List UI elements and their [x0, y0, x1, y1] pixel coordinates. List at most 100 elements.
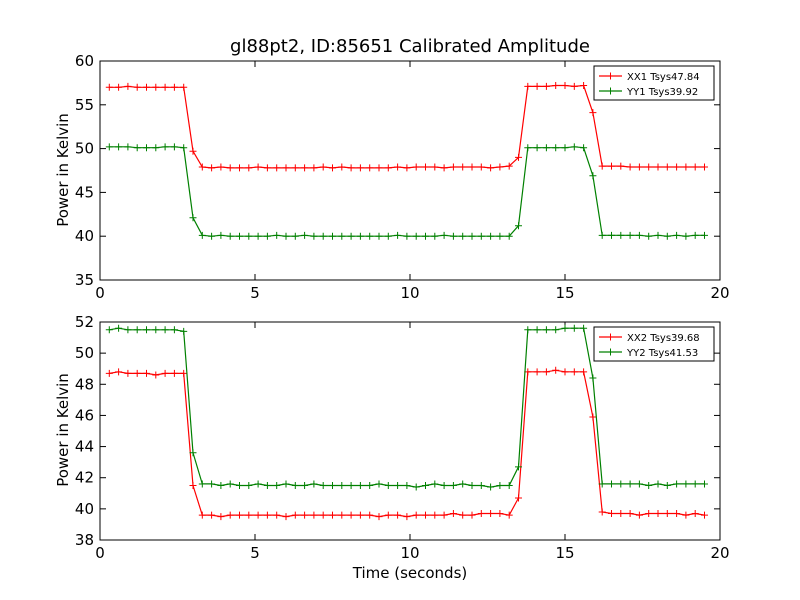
data-point: [654, 231, 662, 239]
y-tick-label: 52: [75, 313, 94, 331]
data-point: [542, 82, 550, 90]
data-point: [301, 511, 309, 519]
data-point: [533, 144, 541, 152]
data-point: [180, 327, 188, 335]
data-point: [152, 83, 160, 91]
data-point: [254, 163, 262, 171]
legend-label: XX2 Tsys39.68: [627, 333, 700, 344]
data-point: [449, 482, 457, 489]
data-point: [580, 368, 588, 376]
data-point: [366, 511, 374, 519]
legend-marker: [607, 333, 614, 341]
data-point: [366, 164, 374, 172]
data-point: [403, 482, 411, 489]
x-tick-label: 20: [710, 284, 729, 302]
data-point: [338, 511, 346, 519]
data-point: [505, 232, 513, 240]
data-point: [673, 510, 681, 518]
data-point: [440, 482, 448, 489]
data-point: [412, 483, 420, 491]
data-point: [691, 163, 699, 171]
data-point: [552, 82, 560, 90]
data-point: [608, 162, 615, 170]
data-point: [477, 163, 485, 171]
data-point: [208, 511, 216, 519]
data-point: [617, 162, 625, 170]
data-point: [245, 232, 253, 240]
data-point: [412, 232, 420, 240]
data-point: [366, 232, 374, 240]
data-point: [301, 482, 309, 489]
data-point: [180, 369, 188, 377]
data-point: [487, 232, 495, 240]
data-point: [263, 482, 271, 489]
data-point: [468, 163, 476, 171]
data-point: [496, 510, 504, 518]
data-point: [617, 510, 625, 518]
data-point: [468, 482, 476, 489]
data-point: [617, 480, 625, 488]
data-point: [431, 232, 439, 240]
data-point: [598, 480, 606, 488]
data-point: [282, 164, 290, 172]
data-point: [580, 324, 588, 332]
legend-marker: [607, 348, 614, 356]
data-point: [347, 482, 355, 489]
data-point: [208, 480, 216, 488]
data-point: [431, 480, 439, 488]
data-point: [663, 232, 671, 240]
data-point: [310, 164, 318, 172]
x-tick-label: 20: [710, 544, 729, 562]
data-point: [384, 511, 392, 519]
data-point: [422, 232, 429, 240]
data-point: [635, 163, 643, 171]
data-point: [635, 231, 643, 239]
data-point: [459, 232, 467, 240]
data-point: [273, 231, 281, 239]
data-point: [329, 232, 336, 240]
data-point: [347, 164, 355, 172]
data-point: [598, 231, 606, 239]
data-point: [143, 83, 150, 91]
data-point: [273, 164, 281, 172]
data-point: [561, 324, 569, 332]
data-point: [115, 83, 123, 91]
data-point: [189, 449, 197, 457]
data-point: [431, 163, 439, 171]
y-tick-label: 46: [75, 406, 94, 424]
data-point: [124, 82, 132, 90]
data-point: [115, 368, 123, 376]
data-point: [403, 513, 411, 521]
data-point: [291, 511, 299, 519]
data-point: [208, 232, 216, 240]
data-point: [161, 326, 169, 334]
data-point: [617, 231, 625, 239]
data-point: [263, 511, 271, 519]
data-point: [608, 480, 615, 488]
data-point: [552, 366, 560, 374]
data-point: [533, 326, 541, 334]
data-point: [105, 143, 113, 151]
data-point: [226, 480, 234, 488]
bottom-y-axis-label: Power in Kelvin: [54, 373, 72, 487]
data-point: [701, 163, 708, 171]
x-tick-label: 5: [250, 284, 260, 302]
data-point: [552, 326, 560, 334]
legend-label: YY2 Tsys41.53: [626, 348, 698, 359]
data-point: [180, 144, 188, 152]
top-panel: 0 5 10 15 20 35 40 45 50 55 60 XX1 Tsys47.84 YY1 Tsy…: [75, 52, 730, 302]
data-point: [319, 232, 327, 240]
data-point: [570, 368, 578, 376]
data-point: [431, 511, 439, 519]
series-2: [105, 143, 708, 240]
series-1: [105, 366, 708, 521]
data-point: [701, 231, 708, 239]
data-point: [496, 482, 504, 489]
data-point: [505, 511, 513, 519]
data-point: [533, 368, 541, 376]
data-point: [449, 232, 457, 240]
data-point: [663, 482, 671, 489]
data-point: [356, 482, 364, 489]
data-point: [356, 232, 364, 240]
data-point: [226, 232, 234, 240]
